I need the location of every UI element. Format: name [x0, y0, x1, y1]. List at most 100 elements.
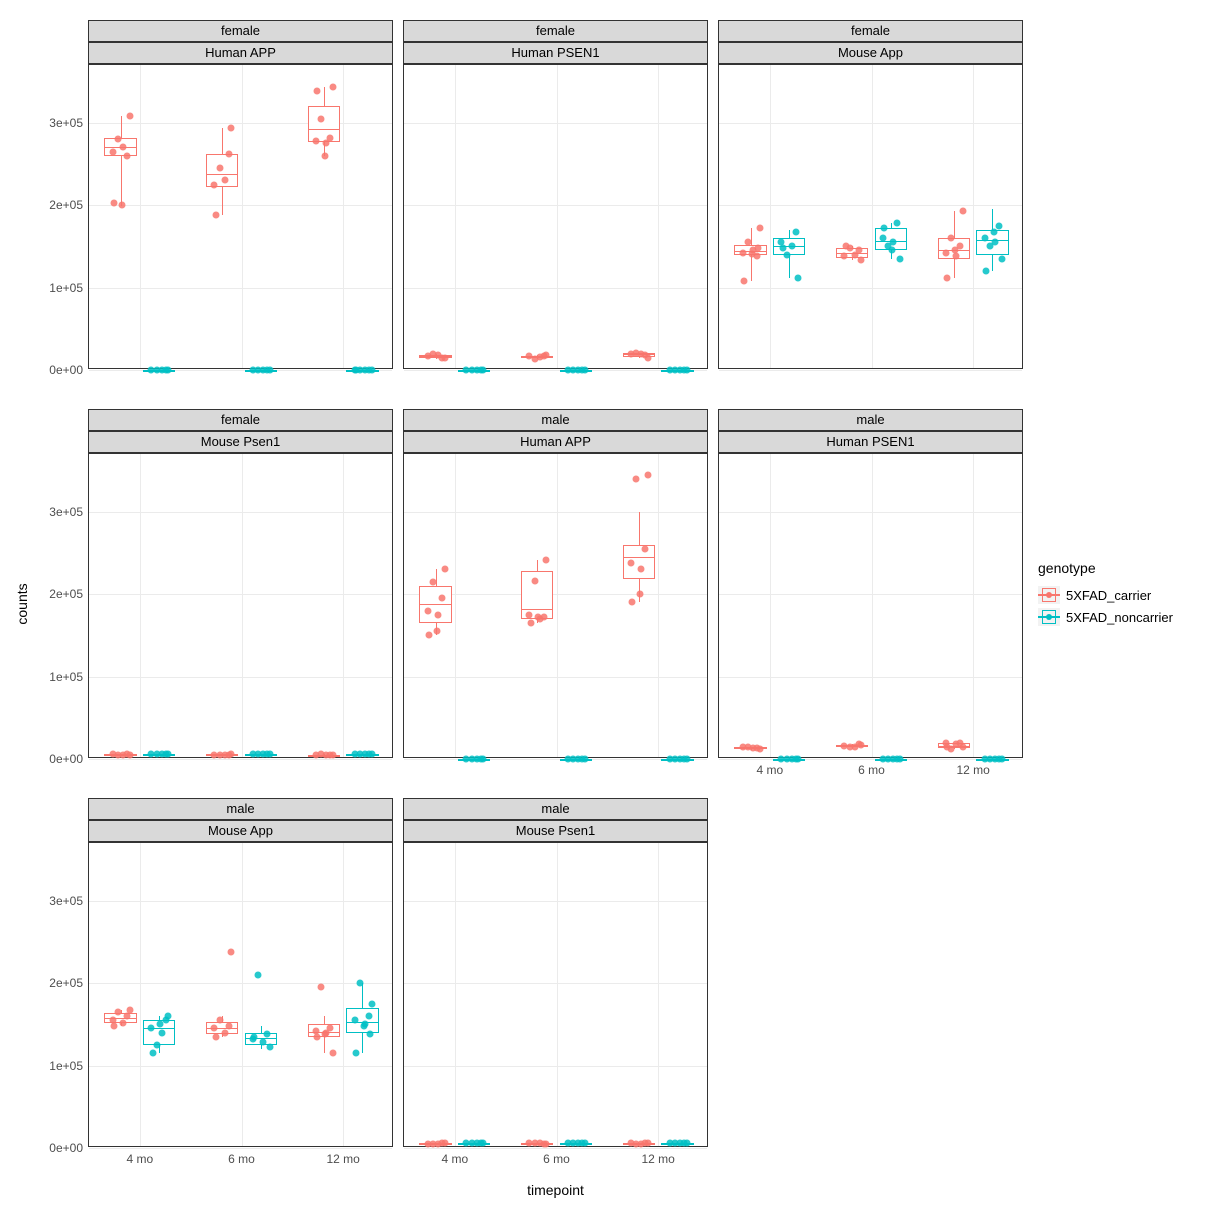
data-point [741, 277, 748, 284]
data-point [952, 247, 959, 254]
data-point [356, 750, 363, 757]
data-point [633, 1140, 640, 1147]
facet-strip-sex: female [88, 20, 393, 42]
data-point [318, 751, 325, 758]
data-point [120, 1019, 127, 1026]
data-point [429, 578, 436, 585]
data-point [327, 134, 334, 141]
data-point [313, 137, 320, 144]
data-point [228, 751, 235, 758]
facet-strip-sex: male [718, 409, 1023, 431]
facet-strip-sex: male [403, 798, 708, 820]
data-point [314, 1033, 321, 1040]
y-tick-label: 2e+05 [49, 976, 83, 990]
data-point [114, 136, 121, 143]
data-point [433, 628, 440, 635]
data-point [756, 225, 763, 232]
data-point [543, 352, 550, 359]
data-point [981, 235, 988, 242]
data-point [744, 743, 751, 750]
data-point [671, 367, 678, 374]
data-point [570, 756, 577, 763]
data-point [755, 245, 762, 252]
data-point [990, 228, 997, 235]
data-point [881, 225, 888, 232]
data-point [352, 1050, 359, 1057]
data-point [216, 751, 223, 758]
data-point [986, 756, 993, 763]
data-point [986, 243, 993, 250]
data-point [959, 207, 966, 214]
data-point [165, 367, 172, 374]
facet-panel [718, 64, 1023, 369]
x-tick-label: 4 mo [126, 1152, 153, 1166]
data-point [480, 1140, 487, 1147]
data-point [329, 1050, 336, 1057]
data-point [779, 245, 786, 252]
data-point [212, 212, 219, 219]
y-tick-label: 3e+05 [49, 505, 83, 519]
data-point [148, 1025, 155, 1032]
data-point [644, 1140, 651, 1147]
data-point [943, 249, 950, 256]
data-point [896, 255, 903, 262]
data-point [211, 181, 218, 188]
data-point [633, 475, 640, 482]
data-point [581, 1140, 588, 1147]
data-point [441, 566, 448, 573]
data-point [318, 984, 325, 991]
data-point [783, 251, 790, 258]
data-point [426, 632, 433, 639]
facet-strip-gene: Human APP [88, 42, 393, 64]
facet-panel: 0e+001e+052e+053e+05 [88, 453, 393, 758]
x-tick-label: 6 mo [228, 1152, 255, 1166]
data-point [114, 1008, 121, 1015]
data-point [855, 247, 862, 254]
data-point [441, 1140, 448, 1147]
data-point [255, 750, 262, 757]
data-point [896, 756, 903, 763]
data-point [158, 1029, 165, 1036]
facet-panel: 4 mo6 mo12 mo [718, 453, 1023, 758]
data-point [637, 591, 644, 598]
data-point [212, 1033, 219, 1040]
data-point [126, 113, 133, 120]
data-point [329, 84, 336, 91]
data-point [165, 1013, 172, 1020]
data-point [111, 1023, 118, 1030]
boxplot-box [308, 106, 341, 142]
data-point [642, 545, 649, 552]
x-tick-label: 4 mo [756, 763, 783, 777]
data-point [429, 1140, 436, 1147]
facet-panel: 4 mo6 mo12 mo [403, 842, 708, 1147]
data-point [322, 1031, 329, 1038]
data-point [480, 756, 487, 763]
data-point [365, 1013, 372, 1020]
data-point [543, 556, 550, 563]
data-point [944, 743, 951, 750]
facet-strip-gene: Human PSEN1 [718, 431, 1023, 453]
data-point [109, 148, 116, 155]
data-point [439, 595, 446, 602]
x-tick-label: 12 mo [326, 1152, 359, 1166]
data-point [266, 1044, 273, 1051]
data-point [841, 253, 848, 260]
data-point [531, 356, 538, 363]
data-point [543, 1140, 550, 1147]
y-tick-label: 2e+05 [49, 198, 83, 212]
data-point [367, 1031, 374, 1038]
y-axis-title: counts [14, 583, 30, 624]
data-point [124, 152, 131, 159]
data-point [858, 257, 865, 264]
data-point [468, 367, 475, 374]
x-tick-label: 6 mo [858, 763, 885, 777]
data-point [744, 239, 751, 246]
legend-item: 5XFAD_carrier [1038, 584, 1173, 606]
y-tick-label: 1e+05 [49, 670, 83, 684]
data-point [638, 566, 645, 573]
data-point [314, 88, 321, 95]
data-point [228, 125, 235, 132]
data-point [429, 351, 436, 358]
data-point [644, 471, 651, 478]
legend-key-icon [1038, 608, 1060, 626]
